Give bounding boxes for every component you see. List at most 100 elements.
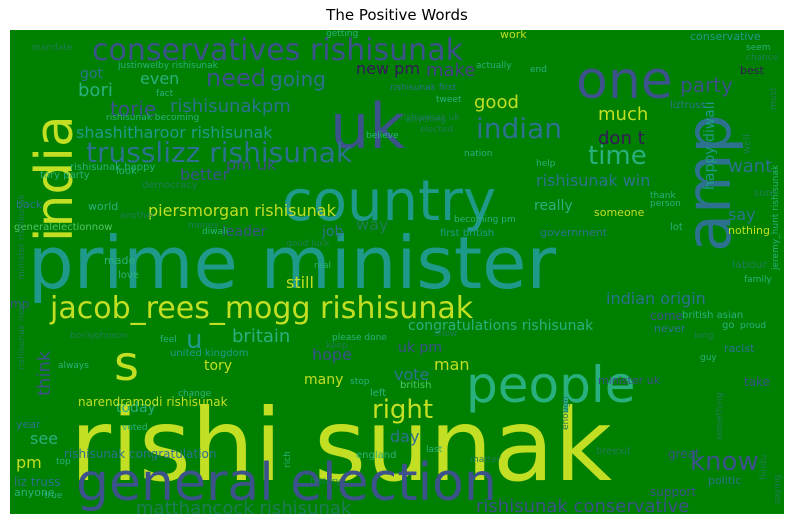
word-torie: torie [110, 97, 156, 121]
word-rishisunak-happy: rishisunak happy [70, 162, 155, 173]
word-end: end [530, 65, 547, 75]
word-much: much [598, 104, 648, 125]
word-england: england [356, 450, 396, 461]
word-prime-minister: prime minister [28, 221, 556, 305]
word-lot: lot [670, 222, 683, 233]
word-keep: keep [326, 341, 348, 351]
word-rishi-sunak: rishi sunak [70, 387, 612, 504]
chart-title: The Positive Words [326, 6, 468, 24]
word-make: make [426, 60, 475, 81]
word-cloud: rishi sunak prime minister general electio… [10, 30, 784, 514]
word-look: look [116, 166, 137, 177]
word-stop: stop [350, 377, 370, 387]
word-uk-pm: uk pm [398, 340, 442, 356]
word-left: left [370, 388, 386, 399]
word-pm-uk: pm uk [226, 155, 277, 174]
word-conservatives-rishisunak: conservatives rishisunak [92, 33, 464, 68]
word-love: love [118, 270, 139, 281]
word-world: world [88, 200, 118, 213]
word-jacob-rees-mogg-rishisunak: jacob_rees_mogg rishisunak [49, 291, 474, 326]
word-indian-origin: indian origin [606, 289, 706, 308]
word-country: country [282, 169, 496, 234]
word-labour: labour [732, 258, 767, 271]
word-generalelectionnow: generalelectionnow [14, 222, 112, 233]
word-becoming-pm: becoming pm [454, 215, 516, 225]
word-hope: hope [312, 345, 352, 364]
word-britain: britain [232, 326, 290, 347]
word-change: change [178, 389, 212, 399]
word-know: know [690, 447, 759, 477]
word-leader: leader [222, 224, 267, 240]
word-happy-diwali: happy diwali [702, 101, 718, 190]
word-narendramodi-rishisunak: narendramodi rishisunak [78, 395, 228, 409]
word-guy: guy [700, 353, 717, 363]
word-top: top [56, 457, 71, 467]
word-want: want [728, 156, 772, 177]
word-sure: sure [754, 188, 776, 199]
word-liz-truss: liz truss [14, 475, 61, 489]
word-really: really [534, 198, 573, 214]
word-rishisunak-first: rishisunak first [390, 83, 457, 93]
word-saying: saying [773, 475, 783, 504]
word-breexit: breexit [596, 446, 631, 457]
word-first-british: first british [440, 228, 494, 239]
word-year: year [16, 418, 41, 431]
word-rishisunak-uk: rishisunak uk [400, 113, 460, 123]
word-mp: mp [10, 297, 29, 311]
word-help: help [536, 159, 556, 169]
word-minister-uk: minister uk [598, 374, 661, 387]
word-anyone: anyone [14, 486, 55, 499]
word-rishisunak-becoming: rishisunak becoming [106, 113, 199, 123]
word-think: think [34, 350, 55, 396]
word-believe: believe [366, 131, 399, 141]
word-nothing: nothing [728, 224, 770, 237]
word-feel: feel [160, 335, 177, 345]
word-true: true [44, 491, 63, 501]
word-government: government [540, 226, 608, 239]
word-people: people [466, 356, 635, 414]
word-mandate: mandate [32, 43, 73, 53]
word-new-pm: new pm [356, 59, 420, 78]
word-even: even [140, 69, 179, 88]
word-got: got [80, 66, 103, 82]
word-seem: seem [746, 43, 771, 53]
word-made: made [104, 254, 135, 267]
word-going: going [270, 67, 326, 91]
word-enough: enough [561, 396, 571, 430]
word-party: party [680, 73, 733, 97]
word-amp: amp [672, 114, 745, 252]
word-congratulations-rishisunak: congratulations rishisunak [408, 318, 594, 334]
word-jeremy-hunt-rishisunak: jeremy_hunt rishisunak [771, 164, 781, 271]
word-rishisunak-win: rishisunak win [536, 171, 650, 190]
word-tweet: tweet [436, 95, 462, 105]
word-nation: nation [464, 149, 492, 159]
word-way: way [356, 215, 388, 234]
word-diwali: diwali [202, 227, 228, 237]
word-voted: voted [122, 423, 148, 433]
word-well: well [742, 134, 753, 154]
word-take: take [744, 375, 770, 389]
word-must: must [769, 87, 779, 110]
word-right: right [372, 395, 433, 425]
word-justinwelby-rishisunak: justinwelby rishisunak [117, 61, 219, 71]
word-great: great [668, 447, 700, 461]
word-india: india [25, 115, 85, 242]
word-united-kingdom: united kingdom [170, 348, 249, 359]
word-liztruss: liztruss [670, 100, 706, 111]
word-today: today [116, 400, 156, 416]
word-tory-party: tory party [40, 170, 90, 181]
word-actually: actually [476, 61, 512, 71]
word-bori: bori [78, 80, 113, 101]
word-history: history [310, 477, 342, 487]
word-something: something [715, 392, 725, 440]
word-rich: rich [283, 451, 293, 468]
word-don-t: don t [598, 128, 645, 149]
word-trusslizz-rishisunak: trusslizz rishisunak [86, 136, 353, 169]
word-work: work [500, 30, 527, 41]
word-proud: proud [740, 321, 766, 331]
word-u: u [186, 325, 202, 355]
word-come: come [650, 309, 683, 323]
word-person: person [650, 199, 681, 209]
word-s: s [114, 336, 139, 392]
word-general-election: general election [76, 453, 497, 513]
